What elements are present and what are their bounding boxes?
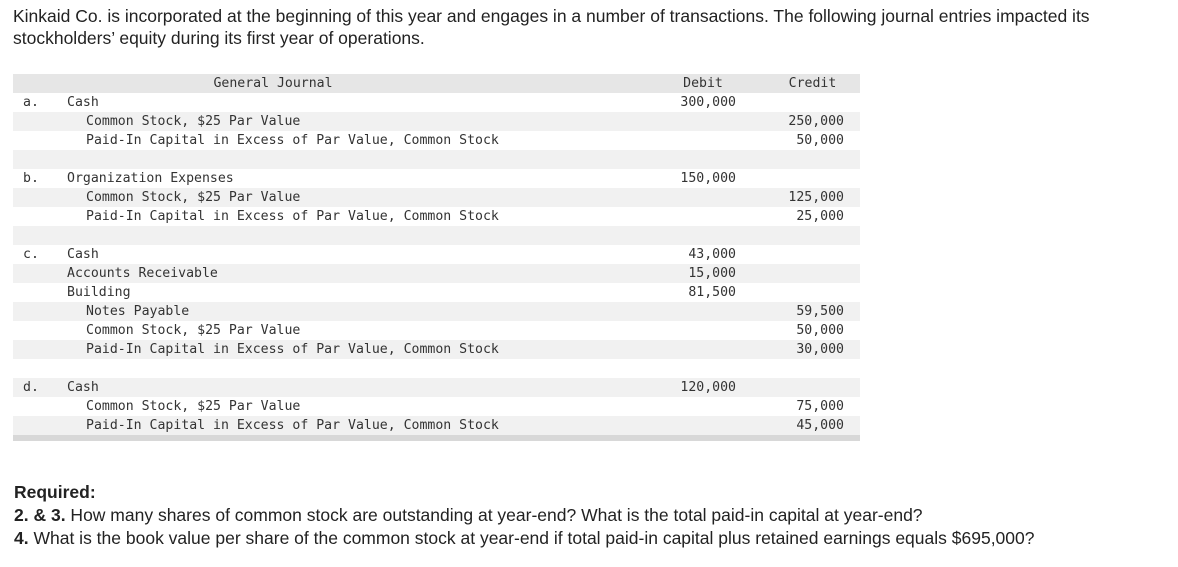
journal-row (13, 226, 860, 245)
journal-row: d. Cash 120,000 (13, 378, 860, 397)
required-section: Required: 2. & 3. How many shares of com… (14, 481, 1174, 550)
journal-row: Paid-In Capital in Excess of Par Value, … (13, 416, 860, 435)
question-2-3-label: 2. & 3. (14, 505, 66, 525)
journal-row: Building 81,500 (13, 283, 860, 302)
account-name: Organization Expenses (67, 171, 234, 186)
account-name: Accounts Receivable (67, 266, 218, 281)
account-name: Paid-In Capital in Excess of Par Value, … (86, 418, 499, 433)
general-journal-table: General Journal Debit Credit a. Cash 300,0… (13, 74, 860, 441)
journal-row: Common Stock, $25 Par Value 250,000 (13, 112, 860, 131)
account-name: Common Stock, $25 Par Value (86, 114, 301, 129)
journal-header-row: General Journal Debit Credit (13, 74, 860, 93)
journal-row (13, 150, 860, 169)
debit-amount: 15,000 (688, 266, 736, 281)
question-2-3: 2. & 3. How many shares of common stock … (14, 504, 1174, 527)
journal-row: Common Stock, $25 Par Value 50,000 (13, 321, 860, 340)
account-name: Common Stock, $25 Par Value (86, 323, 301, 338)
credit-amount: 250,000 (788, 114, 844, 129)
credit-amount: 30,000 (796, 342, 844, 357)
entry-letter: b. (23, 171, 39, 186)
debit-amount: 120,000 (680, 380, 736, 395)
journal-row: Common Stock, $25 Par Value 75,000 (13, 397, 860, 416)
journal-row (13, 359, 860, 378)
account-name: Paid-In Capital in Excess of Par Value, … (86, 133, 499, 148)
credit-amount: 75,000 (796, 399, 844, 414)
account-name: Cash (67, 380, 99, 395)
entry-letter: a. (23, 95, 39, 110)
account-name: Notes Payable (86, 304, 190, 319)
journal-row: b. Organization Expenses 150,000 (13, 169, 860, 188)
debit-amount: 43,000 (688, 247, 736, 262)
general-journal-header: General Journal (213, 76, 333, 91)
journal-bottom-bar (13, 435, 860, 441)
entry-letter: c. (23, 247, 39, 262)
journal-row: Paid-In Capital in Excess of Par Value, … (13, 207, 860, 226)
credit-amount: 125,000 (788, 190, 844, 205)
question-4: 4. What is the book value per share of t… (14, 527, 1174, 550)
journal-row: Accounts Receivable 15,000 (13, 264, 860, 283)
credit-amount: 50,000 (796, 133, 844, 148)
account-name: Cash (67, 95, 99, 110)
journal-row: c. Cash 43,000 (13, 245, 860, 264)
problem-intro: Kinkaid Co. is incorporated at the begin… (13, 6, 1090, 48)
credit-header: Credit (788, 76, 837, 91)
account-name: Paid-In Capital in Excess of Par Value, … (86, 342, 499, 357)
question-4-label: 4. (14, 528, 29, 548)
debit-header: Debit (683, 76, 723, 91)
journal-body: a. Cash 300,000 Common Stock, $25 Par Value… (13, 93, 860, 435)
required-heading: Required: (14, 482, 96, 502)
debit-amount: 300,000 (680, 95, 736, 110)
debit-amount: 81,500 (688, 285, 736, 300)
question-2-3-text: How many shares of common stock are outs… (65, 505, 923, 525)
journal-row: Common Stock, $25 Par Value 125,000 (13, 188, 860, 207)
journal-row: Paid-In Capital in Excess of Par Value, … (13, 340, 860, 359)
account-name: Common Stock, $25 Par Value (86, 190, 301, 205)
account-name: Building (67, 285, 131, 300)
account-name: Paid-In Capital in Excess of Par Value, … (86, 209, 499, 224)
credit-amount: 25,000 (796, 209, 844, 224)
journal-row: Notes Payable 59,500 (13, 302, 860, 321)
account-name: Cash (67, 247, 99, 262)
credit-amount: 59,500 (796, 304, 844, 319)
entry-letter: d. (23, 380, 39, 395)
credit-amount: 45,000 (796, 418, 844, 433)
journal-row: a. Cash 300,000 (13, 93, 860, 112)
credit-amount: 50,000 (796, 323, 844, 338)
question-4-text: What is the book value per share of the … (28, 528, 1035, 548)
debit-amount: 150,000 (680, 171, 736, 186)
journal-row: Paid-In Capital in Excess of Par Value, … (13, 131, 860, 150)
account-name: Common Stock, $25 Par Value (86, 399, 301, 414)
